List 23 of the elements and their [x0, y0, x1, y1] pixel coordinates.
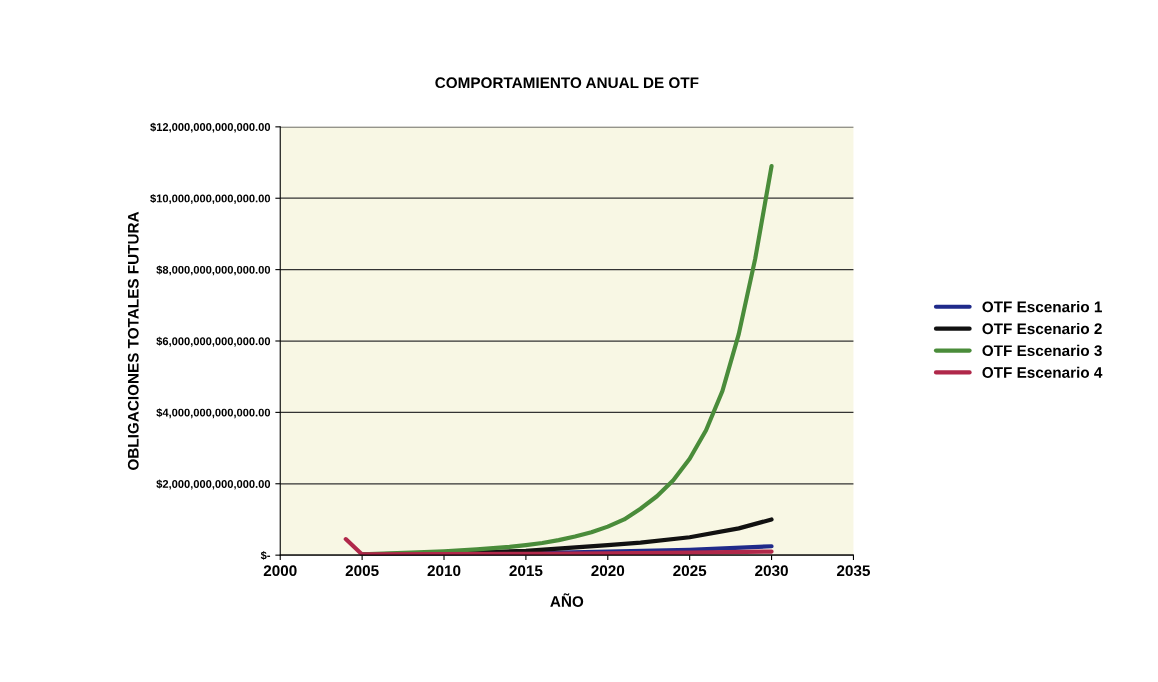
line-series — [343, 537, 774, 556]
x-tick-label: 2035 — [836, 565, 871, 577]
x-tick-label: 2010 — [427, 565, 461, 577]
x-tick-label: 2005 — [345, 565, 379, 577]
legend-label: OTF Escenario 4 — [982, 366, 1103, 378]
x-tick-label: 2025 — [673, 565, 707, 577]
y-tick-label: $10,000,000,000,000.00 — [150, 194, 271, 204]
y-axis-title: OBLIGACIONES TOTALES FUTURA — [127, 211, 139, 470]
y-tick-label: $2,000,000,000,000.00 — [156, 479, 271, 490]
y-tick-label: $12,000,000,000,000.00 — [150, 122, 271, 133]
legend-label: OTF Escenario 1 — [982, 301, 1102, 313]
legend-label: OTF Escenario 3 — [982, 344, 1102, 357]
x-tick-label: 2000 — [263, 565, 297, 577]
x-axis-title: AÑO — [550, 593, 584, 607]
chart-title: COMPORTAMIENTO ANUAL DE OTF — [435, 77, 699, 89]
x-tick-label: 2030 — [755, 565, 788, 577]
x-tick-label: 2020 — [591, 565, 625, 577]
y-tick-label: $- — [260, 550, 271, 560]
y-tick-label: $8,000,000,000,000.00 — [156, 265, 271, 276]
x-tick-label: 2015 — [509, 565, 543, 577]
y-tick-label: $6,000,000,000,000.00 — [156, 336, 271, 347]
legend-label: OTF Escenario 2 — [982, 322, 1102, 335]
y-tick-label: $4,000,000,000,000.00 — [156, 408, 271, 419]
